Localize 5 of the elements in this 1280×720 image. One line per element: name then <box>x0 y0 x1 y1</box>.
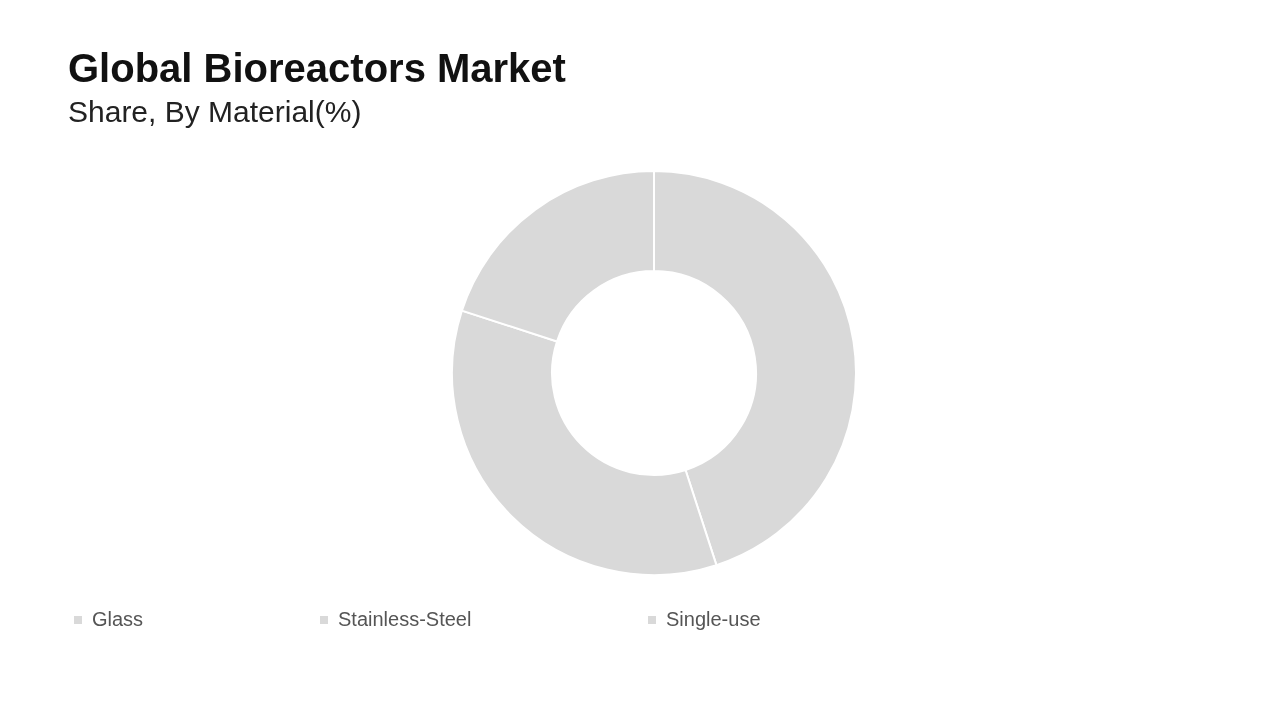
chart-subtitle: Share, By Material(%) <box>68 95 362 128</box>
legend-label: Glass <box>92 608 144 630</box>
chart-title: Global Bioreactors Market <box>68 46 566 90</box>
legend-label: Single-use <box>666 608 761 630</box>
legend-label: Stainless-Steel <box>338 608 472 630</box>
